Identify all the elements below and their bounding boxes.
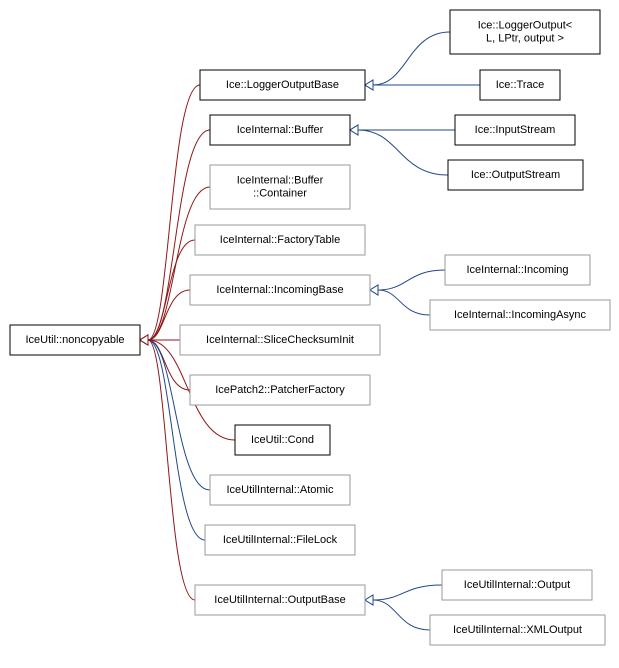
class-node[interactable]: IceUtil::noncopyable: [10, 325, 140, 355]
class-node[interactable]: Ice::OutputStream: [448, 160, 583, 190]
class-node-label: Ice::LoggerOutputBase: [226, 79, 339, 91]
class-node[interactable]: IceInternal::Incoming: [445, 255, 590, 285]
class-node[interactable]: IceUtilInternal::FileLock: [205, 525, 355, 555]
class-node-label: IceUtil::noncopyable: [25, 334, 124, 346]
inheritance-diagram: IceUtil::noncopyable Ice::LoggerOutputBas…: [0, 0, 619, 668]
class-node-label: IceUtilInternal::Output: [464, 579, 570, 591]
class-node[interactable]: IceUtilInternal::OutputBase: [195, 585, 365, 615]
class-node[interactable]: Ice::InputStream: [455, 115, 575, 145]
class-node[interactable]: IceUtilInternal::Atomic: [210, 475, 350, 505]
arrowhead-icon: [370, 285, 378, 295]
class-node[interactable]: IceUtilInternal::XMLOutput: [430, 615, 605, 645]
class-node[interactable]: IceUtilInternal::Output: [442, 570, 592, 600]
class-node-label: IceUtilInternal::FileLock: [223, 534, 338, 546]
class-node-label: IceUtilInternal::OutputBase: [214, 594, 345, 606]
class-node[interactable]: Ice::Trace: [480, 70, 560, 100]
class-node[interactable]: IceInternal::IncomingAsync: [430, 300, 610, 330]
class-node[interactable]: IceInternal::SliceChecksumInit: [180, 325, 380, 355]
inheritance-edge: [148, 340, 195, 600]
class-node[interactable]: Ice::LoggerOutputBase: [200, 70, 365, 100]
arrowhead-icon: [365, 80, 373, 90]
class-node-label: Ice::OutputStream: [471, 169, 560, 181]
class-node-label: IceUtilInternal::Atomic: [227, 484, 334, 496]
class-node[interactable]: IceInternal::Buffer: [210, 115, 350, 145]
inheritance-edge: [378, 270, 445, 290]
arrowhead-icon: [140, 335, 148, 345]
class-node-label: ::Container: [253, 187, 307, 199]
class-node[interactable]: IceInternal::Buffer::Container: [210, 165, 350, 209]
inheritance-edge: [373, 600, 430, 630]
inheritance-edge: [358, 130, 448, 175]
class-node-label: IceInternal::Buffer: [237, 174, 324, 186]
inheritance-edge: [378, 290, 430, 315]
class-node[interactable]: IceInternal::FactoryTable: [195, 225, 365, 255]
class-node-label: IceInternal::SliceChecksumInit: [206, 334, 354, 346]
inheritance-edge: [373, 585, 442, 600]
class-node-label: IceInternal::IncomingBase: [216, 284, 343, 296]
class-node-label: Ice::LoggerOutput<: [478, 19, 572, 31]
arrowhead-icon: [365, 595, 373, 605]
class-node-label: IceUtil::Cond: [251, 434, 314, 446]
class-node[interactable]: Ice::LoggerOutput<L, LPtr, output >: [450, 10, 600, 54]
class-node[interactable]: IceInternal::IncomingBase: [190, 275, 370, 305]
class-node-label: IceInternal::Incoming: [466, 264, 568, 276]
class-node[interactable]: IcePatch2::PatcherFactory: [190, 375, 370, 405]
inheritance-edge: [148, 340, 205, 540]
inheritance-edge: [373, 32, 450, 85]
class-node[interactable]: IceUtil::Cond: [235, 425, 330, 455]
class-node-label: IcePatch2::PatcherFactory: [215, 384, 345, 396]
class-node-label: IceUtilInternal::XMLOutput: [453, 624, 582, 636]
class-node-label: Ice::Trace: [496, 79, 545, 91]
class-node-label: IceInternal::IncomingAsync: [454, 309, 587, 321]
class-node-label: L, LPtr, output >: [486, 32, 564, 44]
class-node-label: Ice::InputStream: [475, 124, 556, 136]
arrowhead-icon: [350, 125, 358, 135]
class-node-label: IceInternal::Buffer: [237, 124, 324, 136]
class-node-label: IceInternal::FactoryTable: [220, 234, 340, 246]
nodes-layer: IceUtil::noncopyable Ice::LoggerOutputBas…: [10, 10, 610, 645]
inheritance-edge: [148, 187, 210, 340]
